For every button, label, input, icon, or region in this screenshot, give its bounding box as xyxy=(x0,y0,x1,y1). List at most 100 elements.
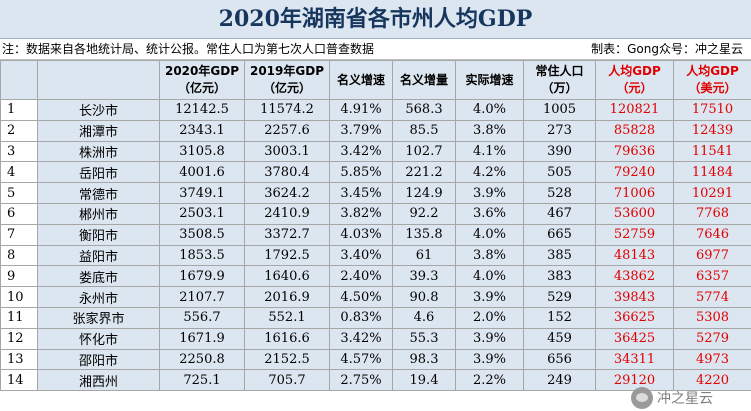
nominal-growth-cell: 0.83% xyxy=(329,306,393,329)
table-row: 8 益阳市 1853.5 1792.5 3.40% 61 3.8% 385 48143 6977 xyxy=(0,244,751,267)
population-cell: 505 xyxy=(523,161,596,184)
nominal-growth-cell: 3.45% xyxy=(329,182,393,204)
population-cell: 528 xyxy=(523,182,596,204)
city-name-cell: 常德市 xyxy=(37,182,160,204)
per-capita-cny-cell: 36625 xyxy=(595,306,674,329)
gdp-2019-cell: 705.7 xyxy=(244,369,330,392)
city-name-cell: 湘西州 xyxy=(37,369,160,392)
per-capita-cny-cell: 79636 xyxy=(595,140,674,163)
table-row: 4 岳阳市 4001.6 3780.4 5.85% 221.2 4.2% 505 79240 11… xyxy=(0,161,751,184)
city-name-cell: 株洲市 xyxy=(37,140,160,163)
population-cell: 656 xyxy=(523,348,596,371)
per-capita-usd-cell: 12439 xyxy=(673,119,751,142)
gdp-2020-cell: 1679.9 xyxy=(159,265,245,288)
gdp-2019-cell: 2152.5 xyxy=(244,348,330,371)
gdp-2019-cell: 3003.1 xyxy=(244,140,330,163)
population-cell: 249 xyxy=(523,369,596,392)
real-growth-cell: 4.0% xyxy=(455,223,524,246)
per-capita-usd-cell: 5774 xyxy=(673,286,751,308)
city-name-cell: 邵阳市 xyxy=(37,348,160,371)
gdp-2019-cell: 3372.7 xyxy=(244,223,330,246)
gdp-2020-cell: 4001.6 xyxy=(159,161,245,184)
per-capita-usd-cell: 4973 xyxy=(673,348,751,371)
watermark-text: 冲之星云 xyxy=(657,391,713,407)
real-growth-cell: 3.9% xyxy=(455,348,524,371)
per-capita-usd-cell: 5308 xyxy=(673,306,751,329)
nominal-growth-cell: 4.91% xyxy=(329,99,393,121)
real-growth-cell: 3.8% xyxy=(455,244,524,267)
row-index-cell: 5 xyxy=(0,182,38,204)
note-author: 制表：Gong众号：冲之星云 xyxy=(591,42,743,56)
per-capita-cny-cell: 85828 xyxy=(595,119,674,142)
nominal-increase-cell: 19.4 xyxy=(392,369,456,392)
wechat-icon xyxy=(631,387,653,409)
gdp-2019-cell: 2410.9 xyxy=(244,202,330,225)
row-index-cell: 1 xyxy=(0,99,38,121)
table-row: 1 长沙市 12142.5 11574.2 4.91% 568.3 4.0% 1005 1208… xyxy=(0,99,751,121)
header-population: 常住人口 （万） xyxy=(523,60,596,100)
nominal-growth-cell: 4.03% xyxy=(329,223,393,246)
nominal-growth-cell: 3.40% xyxy=(329,244,393,267)
per-capita-cny-cell: 34311 xyxy=(595,348,674,371)
city-name-cell: 永州市 xyxy=(37,286,160,308)
gdp-2020-cell: 556.7 xyxy=(159,306,245,329)
population-cell: 1005 xyxy=(523,99,596,121)
per-capita-cny-cell: 71006 xyxy=(595,182,674,204)
per-capita-usd-cell: 7646 xyxy=(673,223,751,246)
header-cell xyxy=(0,60,38,100)
per-capita-cny-cell: 79240 xyxy=(595,161,674,184)
gdp-2019-cell: 2016.9 xyxy=(244,286,330,308)
nominal-increase-cell: 39.3 xyxy=(392,265,456,288)
table-row: 13 邵阳市 2250.8 2152.5 4.57% 98.3 3.9% 656 34311 49… xyxy=(0,348,751,371)
nominal-increase-cell: 102.7 xyxy=(392,140,456,163)
gdp-2020-cell: 1671.9 xyxy=(159,327,245,350)
per-capita-cny-cell: 36425 xyxy=(595,327,674,350)
gdp-table: 2020年GDP （亿元） 2019年GDP （亿元） 名义增速 名义增量 实际增速… xyxy=(0,60,751,392)
population-cell: 390 xyxy=(523,140,596,163)
per-capita-usd-cell: 10291 xyxy=(673,182,751,204)
table-row: 2 湘潭市 2343.1 2257.6 3.79% 85.5 3.8% 273 85828 124… xyxy=(0,119,751,142)
header-per-capita-usd: 人均GDP （美元） xyxy=(673,60,751,100)
row-index-cell: 13 xyxy=(0,348,38,371)
population-cell: 385 xyxy=(523,244,596,267)
gdp-2020-cell: 2503.1 xyxy=(159,202,245,225)
real-growth-cell: 3.9% xyxy=(455,286,524,308)
row-index-cell: 6 xyxy=(0,202,38,225)
page-title: 2020年湖南省各市州人均GDP xyxy=(0,0,751,39)
real-growth-cell: 4.1% xyxy=(455,140,524,163)
gdp-2020-cell: 2107.7 xyxy=(159,286,245,308)
note-source: 注：数据来自各地统计局、统计公报。常住人口为第七次人口普查数据 xyxy=(2,42,375,56)
nominal-growth-cell: 3.42% xyxy=(329,140,393,163)
table-row: 7 衡阳市 3508.5 3372.7 4.03% 135.8 4.0% 665 52759 76… xyxy=(0,223,751,246)
nominal-increase-cell: 135.8 xyxy=(392,223,456,246)
per-capita-cny-cell: 39843 xyxy=(595,286,674,308)
gdp-2019-cell: 2257.6 xyxy=(244,119,330,142)
nominal-growth-cell: 2.75% xyxy=(329,369,393,392)
city-name-cell: 怀化市 xyxy=(37,327,160,350)
nominal-growth-cell: 3.42% xyxy=(329,327,393,350)
table-row: 9 娄底市 1679.9 1640.6 2.40% 39.3 4.0% 383 43862 635… xyxy=(0,265,751,288)
population-cell: 459 xyxy=(523,327,596,350)
gdp-2020-cell: 3749.1 xyxy=(159,182,245,204)
gdp-2019-cell: 3780.4 xyxy=(244,161,330,184)
header-gdp-2020: 2020年GDP （亿元） xyxy=(159,60,245,100)
population-cell: 383 xyxy=(523,265,596,288)
nominal-increase-cell: 4.6 xyxy=(392,306,456,329)
nominal-increase-cell: 124.9 xyxy=(392,182,456,204)
per-capita-cny-cell: 29120 xyxy=(595,369,674,392)
nominal-increase-cell: 90.8 xyxy=(392,286,456,308)
population-cell: 467 xyxy=(523,202,596,225)
real-growth-cell: 4.2% xyxy=(455,161,524,184)
watermark: 冲之星云 xyxy=(631,387,713,409)
header-nominal-growth: 名义增速 xyxy=(329,60,393,100)
real-growth-cell: 3.8% xyxy=(455,119,524,142)
per-capita-usd-cell: 17510 xyxy=(673,99,751,121)
city-name-cell: 益阳市 xyxy=(37,244,160,267)
gdp-2019-cell: 1616.6 xyxy=(244,327,330,350)
gdp-2020-cell: 2343.1 xyxy=(159,119,245,142)
real-growth-cell: 4.0% xyxy=(455,265,524,288)
nominal-growth-cell: 3.79% xyxy=(329,119,393,142)
population-cell: 273 xyxy=(523,119,596,142)
real-growth-cell: 3.9% xyxy=(455,327,524,350)
per-capita-usd-cell: 6977 xyxy=(673,244,751,267)
